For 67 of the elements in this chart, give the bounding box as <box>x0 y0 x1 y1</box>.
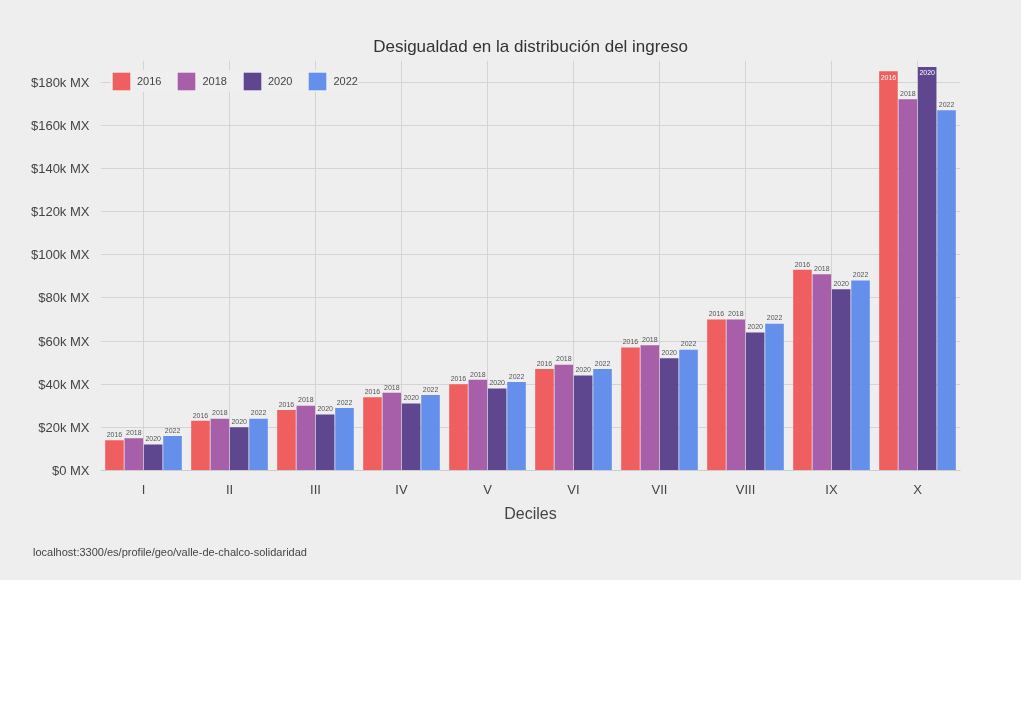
legend-label: 2016 <box>137 75 162 87</box>
y-tick-label: $60k MX <box>38 333 90 349</box>
y-tick-label: $160k MX <box>30 117 90 133</box>
legend-label: 2020 <box>267 75 293 87</box>
bar <box>296 405 316 471</box>
x-tick-label: VI <box>567 481 580 497</box>
x-axis-title: Deciles <box>504 504 557 522</box>
y-tick-label: $140k MX <box>30 160 90 176</box>
x-tick-label: V <box>483 481 493 497</box>
bar <box>421 394 440 471</box>
bar <box>468 379 488 471</box>
x-tick-label: VII <box>651 481 668 497</box>
y-tick-label: $0 MX <box>51 463 90 478</box>
bar <box>210 418 230 471</box>
bar <box>879 71 898 471</box>
bar <box>679 349 698 471</box>
chart-title: Desigualdad en la distribución del ingreso <box>373 36 688 56</box>
bar <box>659 358 679 471</box>
bar <box>163 435 182 471</box>
bar <box>554 364 574 471</box>
y-tick-label: $120k MX <box>30 204 90 220</box>
bar <box>707 319 726 471</box>
bar <box>726 319 746 471</box>
bar <box>765 323 784 471</box>
bar <box>335 407 354 471</box>
text: localhost:3300/es/profile/geo/valle-de-chalco-solidaridad <box>33 545 307 560</box>
y-tick-label: $180k MX <box>30 74 90 90</box>
bar <box>851 280 870 471</box>
bar <box>363 397 382 471</box>
bar <box>191 420 210 471</box>
bar <box>449 384 468 471</box>
bar <box>143 444 163 471</box>
x-tick-label: III <box>310 481 321 497</box>
legend-label: 2018 <box>202 75 227 87</box>
x-tick-label: I <box>141 481 146 497</box>
bar <box>401 403 421 471</box>
bar <box>229 427 249 471</box>
bar <box>831 289 851 471</box>
bar <box>937 110 956 471</box>
legend-label: 2022 <box>333 75 358 87</box>
bar <box>277 410 296 471</box>
bar <box>793 269 812 471</box>
bar <box>745 332 765 471</box>
x-tick-label: IV <box>395 481 408 497</box>
bar <box>315 414 335 471</box>
bar <box>898 99 918 471</box>
y-tick-label: $80k MX <box>38 290 90 306</box>
bar <box>124 438 144 471</box>
y-tick-label: $20k MX <box>38 419 90 435</box>
bar <box>249 418 268 471</box>
bar <box>917 66 937 471</box>
bar <box>621 347 640 471</box>
bar <box>640 345 660 471</box>
y-tick-label: $100k MX <box>30 247 90 263</box>
bar <box>593 369 612 471</box>
x-tick-label: II <box>225 481 234 497</box>
bar <box>507 382 526 471</box>
x-tick-label: X <box>913 481 923 497</box>
bar <box>573 375 593 471</box>
y-tick-label: $40k MX <box>38 376 90 392</box>
bar <box>487 388 507 471</box>
x-tick-label: VIII <box>735 481 756 497</box>
bar <box>812 274 832 471</box>
x-tick-label: IX <box>825 481 838 497</box>
bar <box>535 369 554 471</box>
bar <box>105 440 124 471</box>
bar <box>382 392 402 471</box>
